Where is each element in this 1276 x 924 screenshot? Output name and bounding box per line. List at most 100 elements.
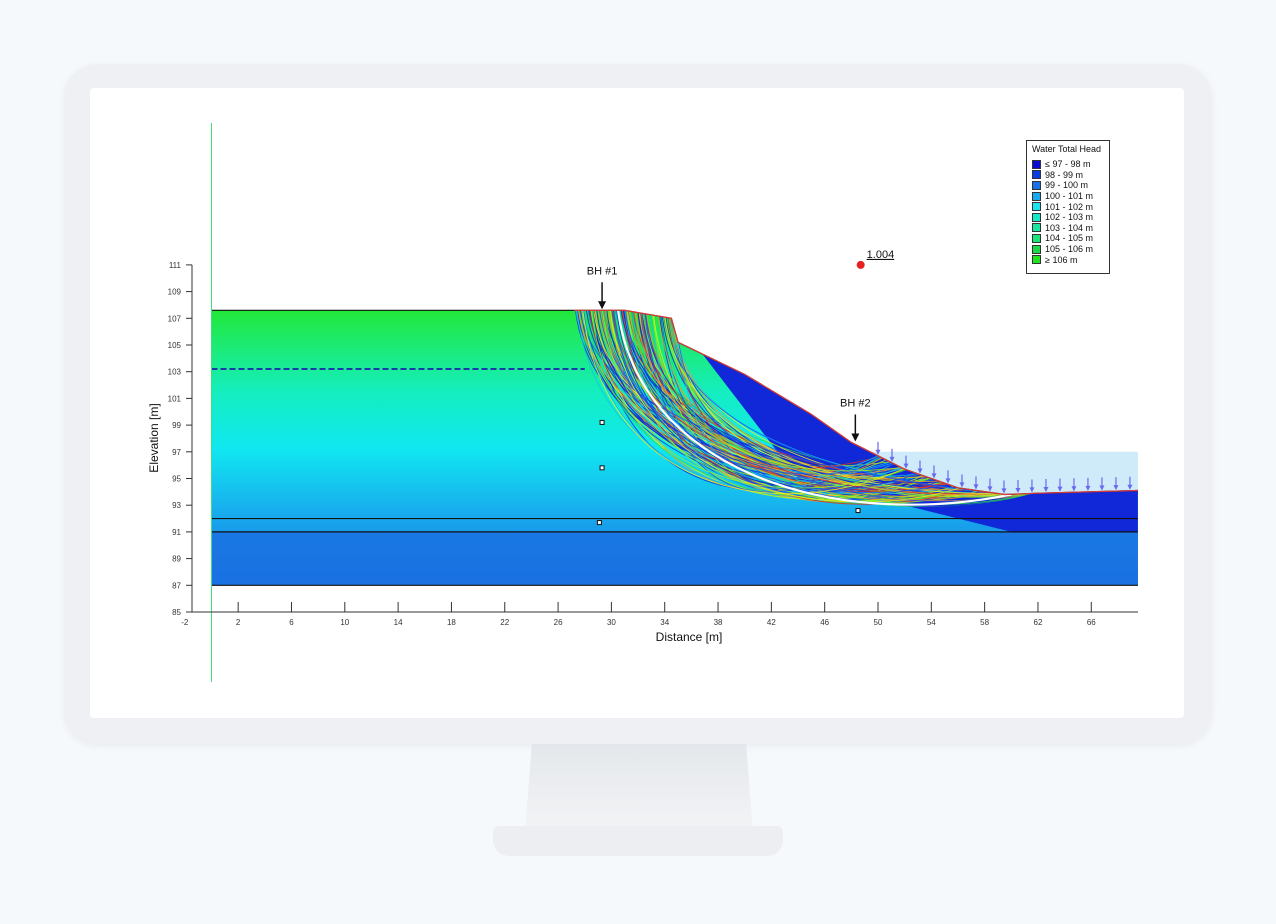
x-tick-label: 18 xyxy=(447,618,456,627)
legend-entry: 105 - 106 m xyxy=(1032,244,1104,255)
x-tick-label: 50 xyxy=(874,618,883,627)
slip-surface xyxy=(582,310,905,494)
legend-entry: ≥ 106 m xyxy=(1032,254,1104,265)
x-tick-label: 58 xyxy=(980,618,989,627)
slip-center-point xyxy=(856,260,865,269)
borehole-label: BH #2 xyxy=(840,397,871,409)
slip-surface xyxy=(602,310,954,502)
y-axis-title: Elevation [m] xyxy=(147,403,161,472)
legend-swatch xyxy=(1032,159,1041,169)
legend-label: 104 - 105 m xyxy=(1045,233,1094,244)
legend-label: 100 - 101 m xyxy=(1045,191,1094,202)
legend-entry: 100 - 101 m xyxy=(1032,191,1104,202)
x-tick-label: -2 xyxy=(181,618,189,627)
water-load-arrow-head xyxy=(987,486,993,492)
x-tick-label: 38 xyxy=(714,618,723,627)
soil-region xyxy=(211,310,1138,586)
slip-surface xyxy=(590,310,905,489)
y-tick-label: 111 xyxy=(169,261,182,270)
borehole-arrow-head xyxy=(598,301,607,310)
water-load-arrow-head xyxy=(889,456,895,462)
x-tick-label: 6 xyxy=(289,618,294,627)
legend-entry: 99 - 100 m xyxy=(1032,180,1104,191)
legend-entry: 103 - 104 m xyxy=(1032,223,1104,234)
y-tick-label: 101 xyxy=(168,394,182,403)
slip-surface xyxy=(642,313,942,483)
x-tick-label: 62 xyxy=(1034,618,1043,627)
legend-swatch xyxy=(1032,244,1041,254)
x-tick-label: 34 xyxy=(660,618,669,627)
slip-surface xyxy=(609,310,960,503)
piezometer-marker xyxy=(596,520,602,526)
factor-of-safety-label: 1.004 xyxy=(867,249,895,261)
legend-label: 103 - 104 m xyxy=(1045,222,1094,233)
legend: Water Total Head ≤ 97 - 98 m 98 - 99 m 99 … xyxy=(1026,140,1110,274)
slip-surface xyxy=(664,317,998,494)
legend-label: 105 - 106 m xyxy=(1045,244,1094,255)
piezometer-marker xyxy=(599,465,605,471)
legend-entry: 104 - 105 m xyxy=(1032,233,1104,244)
slip-surface xyxy=(617,310,924,500)
monitor-stand-base xyxy=(493,826,783,856)
y-tick-label: 85 xyxy=(172,608,181,617)
x-tick-label: 26 xyxy=(554,618,563,627)
borehole-arrow-head xyxy=(851,433,860,442)
borehole-label: BH #1 xyxy=(587,265,618,277)
legend-swatch xyxy=(1032,202,1041,212)
water-load-arrow-head xyxy=(1015,487,1021,493)
y-tick-label: 87 xyxy=(172,581,181,590)
legend-swatch xyxy=(1032,255,1041,265)
water-load-arrow-head xyxy=(1099,485,1105,491)
water-load-arrow-head xyxy=(875,449,881,455)
y-tick-label: 103 xyxy=(168,368,182,377)
y-tick-label: 97 xyxy=(172,448,181,457)
water-load-arrow-head xyxy=(1043,486,1049,492)
ponded-water xyxy=(871,451,1138,495)
y-tick-label: 109 xyxy=(168,288,182,297)
y-tick-label: 91 xyxy=(172,528,181,537)
legend-entry: 102 - 103 m xyxy=(1032,212,1104,223)
legend-title: Water Total Head xyxy=(1032,144,1102,154)
x-tick-label: 2 xyxy=(236,618,241,627)
x-tick-label: 66 xyxy=(1087,618,1096,627)
water-load-arrow-head xyxy=(903,463,909,469)
slip-surface xyxy=(606,310,1038,507)
slip-surface xyxy=(642,313,902,472)
legend-swatch xyxy=(1032,212,1041,222)
water-load-arrow-head xyxy=(1071,486,1077,492)
legend-swatch xyxy=(1032,233,1041,243)
critical-slip-surface xyxy=(616,310,1012,506)
y-tick-label: 95 xyxy=(172,475,181,484)
x-axis-title: Distance [m] xyxy=(656,630,723,644)
legend-entry: 101 - 102 m xyxy=(1032,201,1104,212)
water-load-arrow-head xyxy=(931,473,937,479)
legend-entry: ≤ 97 - 98 m xyxy=(1032,159,1104,170)
x-tick-label: 46 xyxy=(820,618,829,627)
legend-label: 98 - 99 m xyxy=(1045,169,1084,180)
water-load-arrow-head xyxy=(973,484,979,490)
water-load-arrow-head xyxy=(1057,486,1063,492)
slip-surface xyxy=(625,310,949,493)
slip-surface xyxy=(600,310,1030,501)
water-load-arrow-head xyxy=(959,482,965,488)
x-tick-label: 30 xyxy=(607,618,616,627)
legend-swatch xyxy=(1032,191,1041,201)
legend-label: ≥ 106 m xyxy=(1045,254,1078,265)
slip-range-line xyxy=(574,309,1138,496)
lower-soil-layer xyxy=(211,531,1138,586)
slip-surface xyxy=(592,310,879,467)
slip-surface xyxy=(611,310,991,495)
monitor-stand-neck xyxy=(525,744,753,834)
legend-swatch xyxy=(1032,170,1041,180)
legend-label: ≤ 97 - 98 m xyxy=(1045,159,1091,170)
slip-surface xyxy=(631,311,1029,505)
water-load-arrow-head xyxy=(1029,487,1035,493)
water-load-arrow-head xyxy=(1127,484,1133,490)
x-tick-label: 14 xyxy=(394,618,403,627)
slip-surface xyxy=(677,341,976,498)
y-tick-label: 89 xyxy=(172,555,181,564)
water-load-arrow-head xyxy=(1085,485,1091,491)
y-tick-label: 99 xyxy=(172,421,181,430)
y-tick-label: 107 xyxy=(168,314,182,323)
